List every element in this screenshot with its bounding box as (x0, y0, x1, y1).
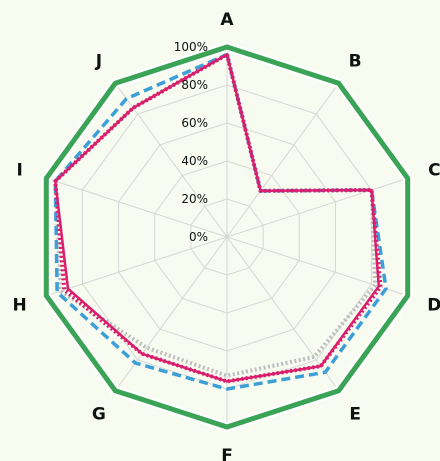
radial-tick-labels: 0% 20% 40% 60% 80% 100% (174, 40, 208, 244)
grid-spoke (226, 177, 408, 238)
radar-series (41, 41, 413, 433)
category-label-D: D (427, 295, 440, 315)
category-labels: A B C D E F G H I J (13, 10, 440, 461)
grid-spoke (226, 236, 340, 392)
tick-label-80%: 80% (181, 78, 208, 92)
grid-spoke (46, 177, 228, 238)
tick-label-20%: 20% (181, 192, 208, 206)
grid-spoke (226, 236, 408, 297)
category-label-I: I (17, 161, 23, 181)
series-line-4 (53, 52, 383, 384)
category-label-A: A (220, 10, 234, 30)
category-label-J: J (95, 52, 102, 72)
series-line-0 (43, 44, 411, 430)
category-label-H: H (13, 295, 27, 315)
category-label-E: E (349, 404, 361, 424)
grid-spoke (114, 236, 228, 392)
category-label-G: G (92, 404, 106, 424)
tick-label-100%: 100% (174, 40, 208, 54)
tick-label-60%: 60% (181, 116, 208, 130)
grid-spoke (114, 82, 228, 238)
category-label-C: C (428, 161, 440, 181)
category-label-F: F (221, 446, 233, 461)
tick-label-40%: 40% (181, 154, 208, 168)
grid-spoke (46, 236, 228, 297)
grid-spoke (226, 82, 340, 238)
category-label-B: B (349, 52, 362, 72)
tick-label-0%: 0% (189, 230, 208, 244)
